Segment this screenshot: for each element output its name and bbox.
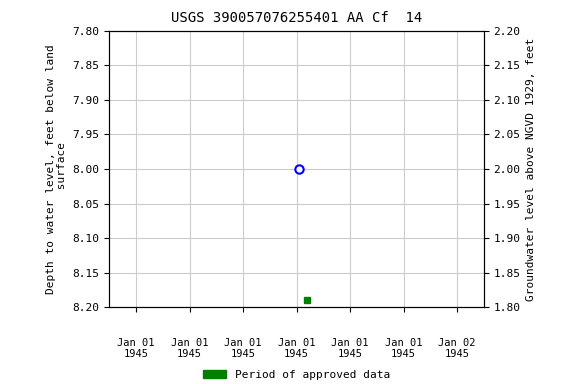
Text: Jan 01
1945: Jan 01 1945 <box>225 338 262 359</box>
Y-axis label: Depth to water level, feet below land
 surface: Depth to water level, feet below land su… <box>46 44 67 294</box>
Text: Jan 01
1945: Jan 01 1945 <box>278 338 316 359</box>
Text: Jan 01
1945: Jan 01 1945 <box>171 338 209 359</box>
Title: USGS 390057076255401 AA Cf  14: USGS 390057076255401 AA Cf 14 <box>171 12 422 25</box>
Text: Jan 01
1945: Jan 01 1945 <box>331 338 369 359</box>
Text: Jan 01
1945: Jan 01 1945 <box>385 338 422 359</box>
Text: Jan 02
1945: Jan 02 1945 <box>438 338 476 359</box>
Text: Jan 01
1945: Jan 01 1945 <box>118 338 155 359</box>
Legend: Period of approved data: Period of approved data <box>199 366 394 384</box>
Y-axis label: Groundwater level above NGVD 1929, feet: Groundwater level above NGVD 1929, feet <box>526 37 536 301</box>
